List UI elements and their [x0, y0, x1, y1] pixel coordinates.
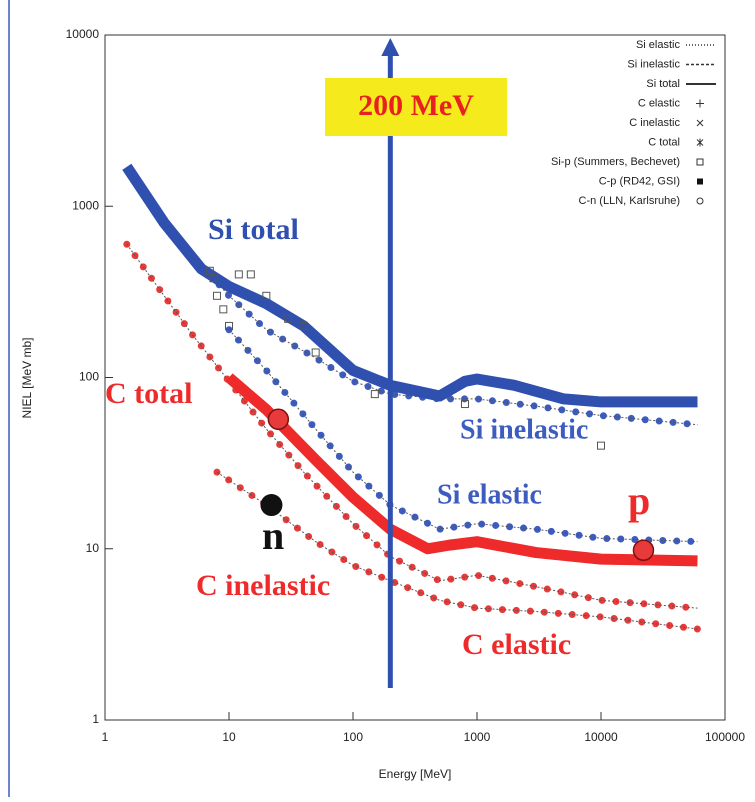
legend-symbol	[696, 197, 704, 205]
annotation: Si elastic	[437, 479, 542, 510]
series-guide	[225, 326, 701, 546]
data-point	[219, 305, 228, 314]
x-tick-label: 100000	[705, 730, 745, 744]
annotation: Si total	[208, 213, 299, 246]
annotation: C elastic	[462, 628, 571, 661]
highlight-point	[267, 408, 290, 431]
x-tick-label: 1	[102, 730, 109, 744]
energy-marker-label: 200 MeV	[358, 89, 474, 122]
data-point	[311, 348, 320, 357]
legend-label: C inelastic	[629, 117, 680, 129]
y-tick-label: 10	[86, 541, 100, 555]
y-tick-label: 100	[79, 370, 99, 384]
y-axis-label: NIEL [MeV mb]	[20, 338, 34, 419]
label-box	[325, 78, 507, 136]
data-point	[234, 270, 243, 279]
data-point	[299, 321, 308, 330]
annotation: C total	[105, 377, 192, 410]
legend: Si elastic Si inelastic Si total C elastic C…	[551, 39, 716, 207]
x-tick-label: 10	[222, 730, 236, 744]
x-tick-label: 10000	[584, 730, 618, 744]
data-point	[370, 390, 379, 399]
data-point	[597, 441, 605, 450]
series-line	[225, 373, 698, 567]
data-point	[284, 314, 293, 323]
legend-symbol	[696, 119, 704, 127]
data-point	[460, 400, 469, 409]
x-axis-label: Energy [MeV]	[379, 767, 452, 781]
legend-label: Si inelastic	[627, 58, 680, 70]
highlight-point	[632, 539, 655, 562]
legend-symbol	[697, 178, 703, 185]
series-thin	[216, 471, 698, 630]
y-tick-label: 1	[92, 712, 99, 726]
data-point	[225, 321, 233, 330]
annotation: C inelastic	[196, 569, 330, 602]
legend-label: Si elastic	[636, 39, 681, 51]
legend-label: Si-p (Summers, Bechevet)	[551, 156, 680, 168]
energy-marker-arrow	[381, 38, 400, 56]
annotation: n	[262, 513, 284, 558]
data-point	[209, 274, 218, 283]
x-tick-label: 1000	[464, 730, 491, 744]
legend-symbol	[696, 158, 704, 166]
annotation: Si inelastic	[460, 414, 588, 445]
y-tick-label: 1000	[72, 198, 99, 212]
legend-label: C total	[648, 136, 680, 148]
data-point	[260, 494, 283, 517]
series-thin	[228, 329, 698, 543]
legend-label: C elastic	[638, 97, 681, 109]
series-guide	[123, 240, 701, 612]
legend-label: C-p (RD42, GSI)	[599, 175, 680, 187]
x-tick-label: 100	[343, 730, 363, 744]
data-point	[212, 291, 221, 300]
data-point	[262, 291, 271, 300]
y-tick-label: 10000	[66, 27, 100, 41]
data-point	[246, 270, 255, 279]
annotation: p	[628, 478, 650, 523]
legend-label: Si total	[646, 78, 680, 90]
legend-label: C-n (LLN, Karlsruhe)	[579, 195, 680, 207]
legend-symbol	[696, 138, 704, 147]
legend-symbol	[696, 99, 704, 108]
